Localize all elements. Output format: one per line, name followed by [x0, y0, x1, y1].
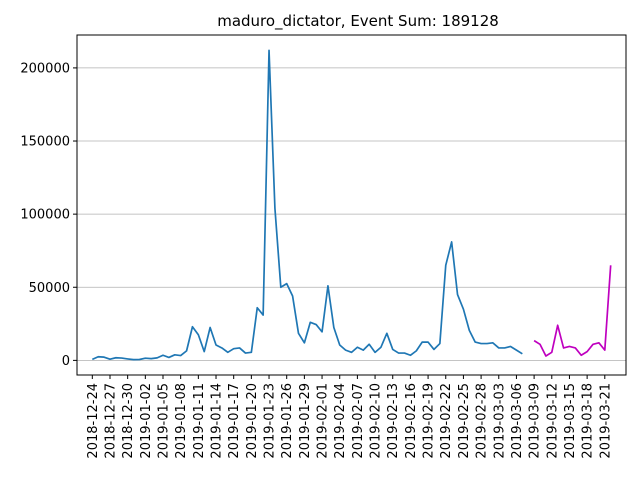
x-tick-label: 2019-02-19: [422, 383, 437, 459]
x-tick-label: 2019-02-28: [475, 383, 490, 459]
x-tick-label: 2019-01-08: [174, 383, 189, 459]
series-lines: [91, 49, 612, 361]
x-tick-label: 2019-02-10: [369, 383, 384, 459]
x-tick-label: 2019-02-07: [351, 383, 366, 459]
x-tick-label: 2019-03-15: [563, 383, 578, 459]
x-tick-label: 2018-12-30: [121, 383, 136, 459]
x-tick-label: 2019-03-06: [510, 383, 525, 459]
chart-title: maduro_dictator, Event Sum: 189128: [217, 12, 499, 31]
x-tick-label: 2019-01-02: [139, 383, 154, 459]
series-line-1: [91, 49, 523, 361]
y-tick-label: 150000: [20, 135, 70, 150]
x-tick-label: 2019-02-04: [333, 383, 348, 459]
x-tick-label: 2018-12-24: [86, 383, 101, 459]
x-axis: 2018-12-24 2018-12-27 2018-12-30 2019-01-02…: [86, 375, 613, 459]
x-tick-label: 2019-01-14: [210, 383, 225, 459]
x-tick-label: 2019-02-01: [316, 383, 331, 459]
y-tick-label: 50000: [29, 281, 70, 296]
x-tick-label: 2019-01-05: [157, 383, 172, 459]
x-tick-label: 2019-02-16: [404, 383, 419, 459]
series-line-2: [533, 265, 612, 357]
y-axis: 0 50000 100000 150000 200000: [20, 61, 77, 369]
x-tick-label: 2019-01-29: [298, 383, 313, 459]
y-gridlines: [77, 67, 626, 361]
x-tick-label: 2019-01-26: [280, 383, 295, 459]
x-tick-label: 2019-03-03: [492, 383, 507, 459]
x-tick-label: 2019-01-11: [192, 383, 207, 459]
x-tick-label: 2019-02-22: [439, 383, 454, 459]
x-tick-label: 2019-03-18: [581, 383, 596, 459]
y-tick-label: 200000: [20, 61, 70, 76]
plot-frame: [76, 34, 627, 376]
x-tick-label: 2019-03-09: [528, 383, 543, 459]
x-tick-label: 2019-02-13: [386, 383, 401, 459]
x-tick-label: 2019-03-21: [598, 383, 613, 459]
x-tick-label: 2019-01-23: [263, 383, 278, 459]
y-tick-label: 100000: [20, 208, 70, 223]
x-tick-label: 2019-01-17: [227, 383, 242, 459]
x-tick-label: 2019-02-25: [457, 383, 472, 459]
y-tick-label: 0: [62, 354, 70, 369]
x-tick-label: 2019-03-12: [545, 383, 560, 459]
x-tick-label: 2019-01-20: [245, 383, 260, 459]
x-tick-label: 2018-12-27: [103, 383, 118, 459]
